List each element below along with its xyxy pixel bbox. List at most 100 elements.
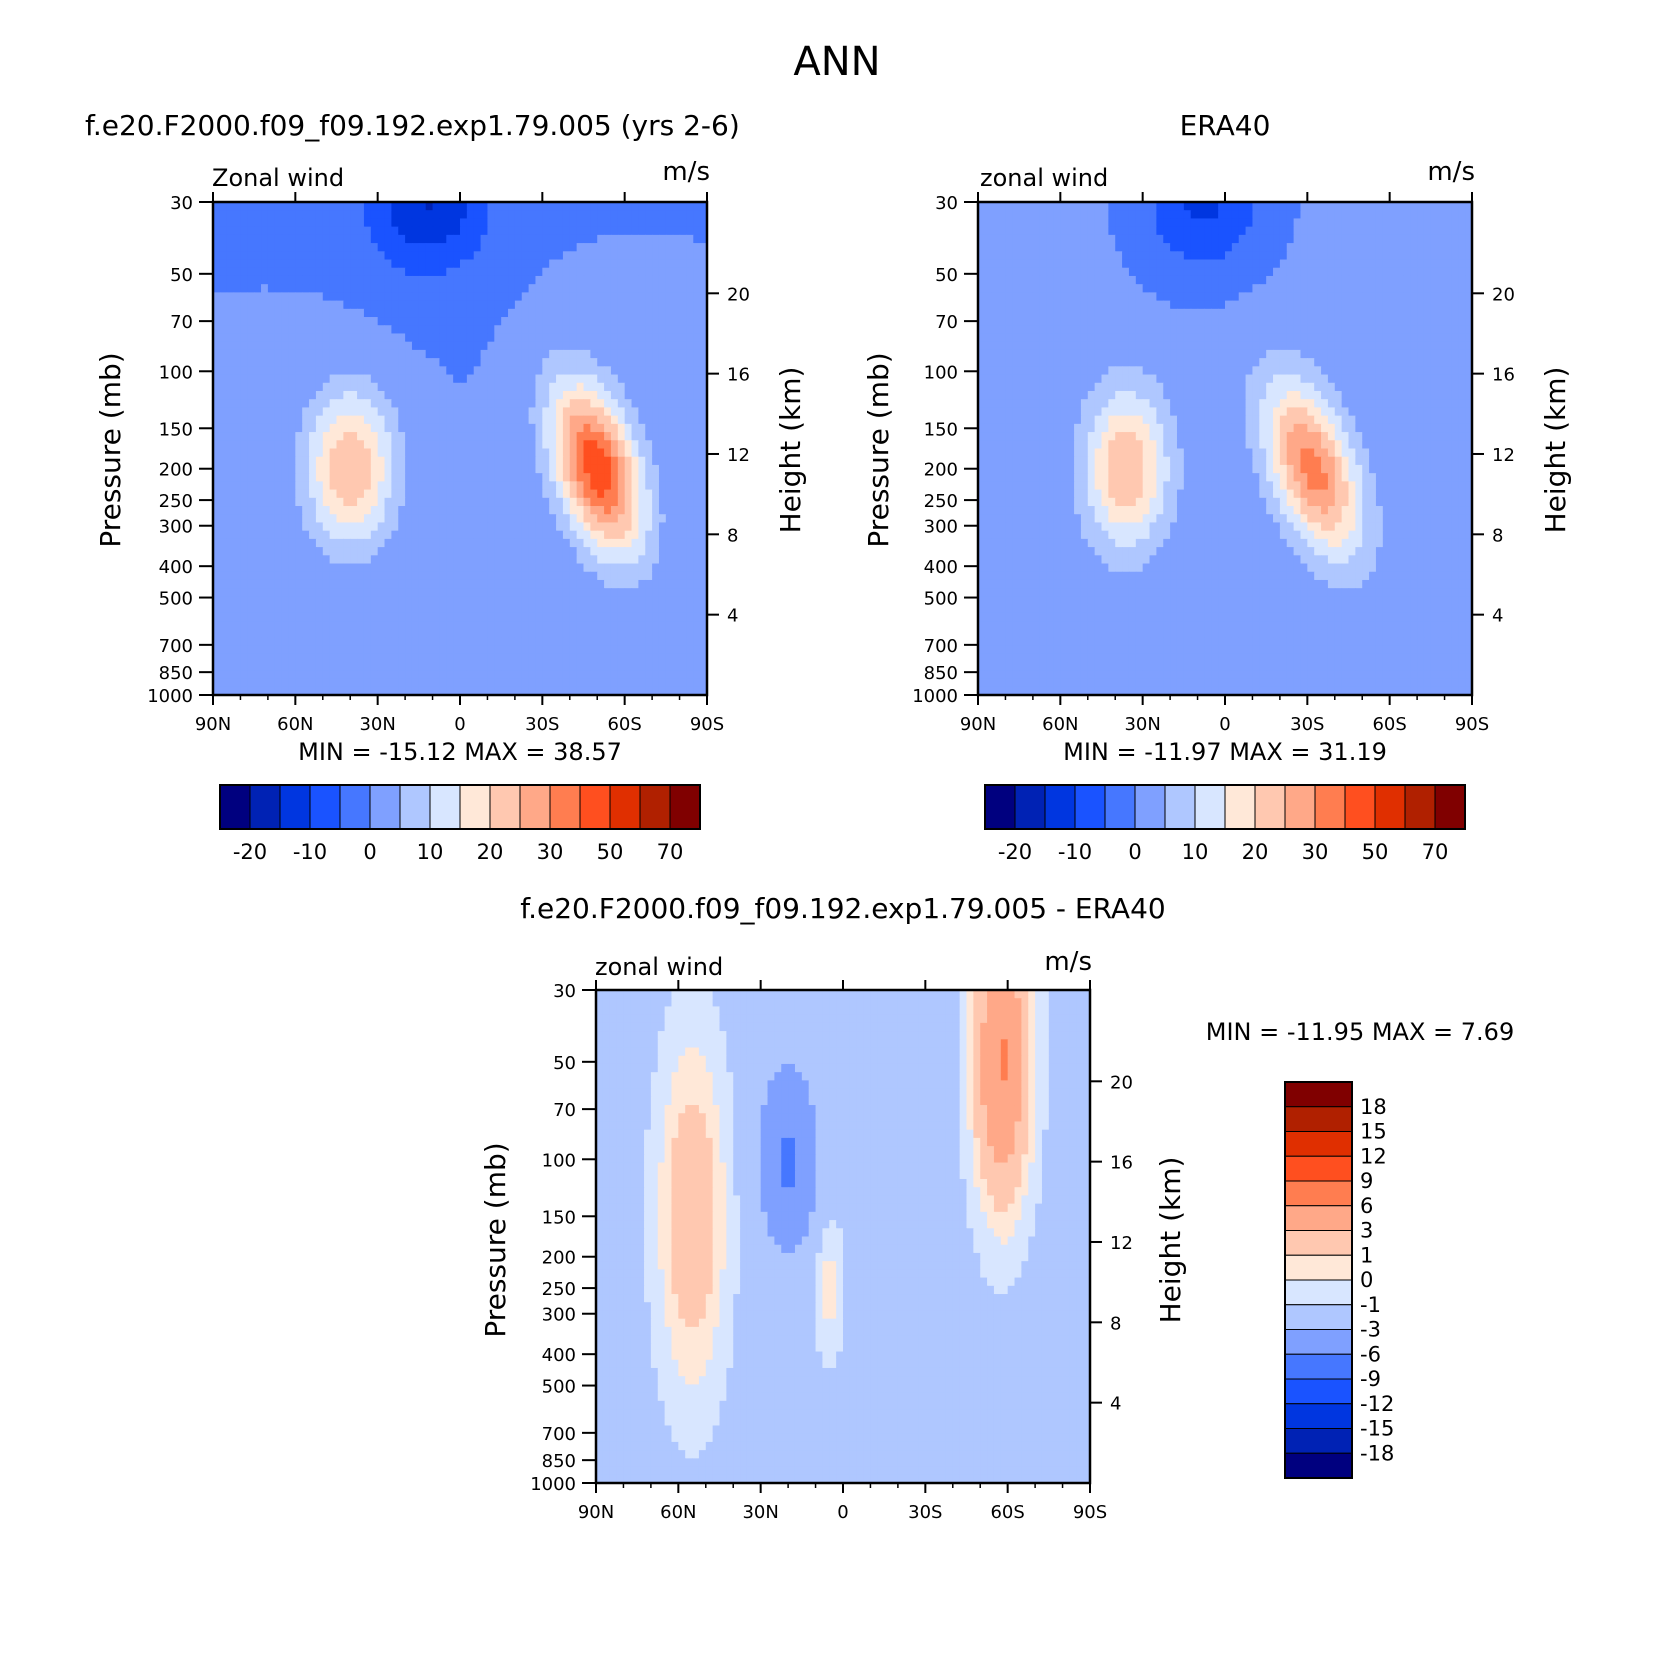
heatmap-cell (254, 481, 262, 491)
heatmap-cell (1245, 202, 1254, 211)
heatmap-cell (1307, 234, 1315, 244)
heatmap-cell (1149, 226, 1157, 236)
heatmap-cell (357, 407, 365, 417)
heatmap-cell (281, 686, 290, 696)
heatmap-cell (686, 267, 694, 277)
heatmap-cell (309, 259, 317, 269)
heatmap-cell (576, 489, 585, 499)
heatmap-cell (604, 202, 612, 211)
heatmap-cell (631, 506, 639, 515)
heatmap-cell (213, 226, 221, 236)
heatmap-cell (453, 226, 461, 236)
heatmap-cell (473, 588, 482, 597)
heatmap-cell (562, 686, 571, 696)
heatmap-cell (480, 637, 489, 647)
heatmap-cell (439, 202, 447, 211)
heatmap-cell (261, 267, 269, 277)
heatmap-cell (302, 325, 310, 335)
heatmap-cell (460, 234, 468, 244)
heatmap-cell (494, 415, 502, 425)
heatmap-cell (610, 308, 619, 318)
heatmap-cell (350, 210, 358, 220)
heatmap-cell (322, 662, 331, 671)
heatmap-cell (1396, 202, 1404, 211)
heatmap-cell (562, 621, 571, 630)
heatmap-cell (418, 621, 427, 630)
heatmap-cell (240, 678, 248, 688)
heatmap-cell (219, 571, 228, 581)
heatmap-cell (631, 637, 639, 647)
heatmap-cell (535, 358, 543, 367)
heatmap-cell (219, 497, 228, 507)
heatmap-cell (480, 382, 489, 392)
heatmap-cell (446, 259, 454, 269)
heatmap-cell (309, 686, 317, 696)
heatmap-cell (645, 333, 653, 343)
heatmap-cell (998, 251, 1007, 261)
heatmap-cell (487, 440, 495, 450)
panel-diff-title: f.e20.F2000.f09_f09.192.exp1.79.005 - ER… (520, 892, 1165, 925)
heatmap-cell (240, 588, 248, 597)
heatmap-cell (254, 226, 262, 236)
heatmap-cell (363, 423, 372, 433)
heatmap-cell (700, 210, 708, 220)
heatmap-cell (425, 251, 434, 261)
heatmap-cell (247, 489, 255, 499)
heatmap-cell (1389, 243, 1398, 252)
heatmap-cell (562, 341, 571, 351)
heatmap-cell (425, 538, 434, 548)
heatmap-cell (501, 243, 509, 252)
heatmap-cell (686, 300, 694, 310)
heatmap-cell (261, 284, 269, 293)
heatmap-cell (391, 588, 399, 597)
heatmap-cell (631, 678, 639, 688)
heatmap-cell (679, 456, 688, 466)
heatmap-cell (384, 629, 392, 639)
heatmap-cell (693, 243, 701, 252)
heatmap-cell (597, 596, 605, 606)
heatmap-cell (446, 349, 454, 359)
heatmap-cell (652, 358, 660, 367)
heatmap-cell (494, 547, 502, 556)
heatmap-cell (391, 514, 399, 524)
heatmap-cell (391, 579, 399, 589)
heatmap-cell (1060, 210, 1068, 220)
heatmap-cell (1458, 251, 1466, 261)
heatmap-cell (213, 399, 221, 409)
heatmap-cell (542, 440, 550, 450)
heatmap-cell (1115, 243, 1123, 252)
heatmap-cell (610, 333, 619, 343)
heatmap-cell (336, 612, 344, 622)
heatmap-cell (590, 645, 598, 655)
heatmap-cell (638, 506, 646, 515)
heatmap-cell (439, 243, 447, 252)
heatmap-cell (1074, 251, 1082, 261)
heatmap-cell (631, 349, 639, 359)
heatmap-cell (569, 440, 578, 450)
heatmap-cell (370, 275, 379, 285)
heatmap-cell (281, 637, 290, 647)
heatmap-cell (569, 292, 578, 302)
heatmap-cell (508, 555, 516, 565)
heatmap-cell (549, 292, 557, 302)
heatmap-cell (233, 596, 242, 606)
heatmap-cell (693, 251, 701, 261)
heatmap-cell (322, 604, 331, 614)
heatmap-cell (254, 555, 262, 565)
heatmap-cell (473, 653, 482, 663)
heatmap-cell (521, 621, 530, 630)
heatmap-cell (583, 464, 591, 474)
heatmap-cell (631, 596, 639, 606)
heatmap-cell (1286, 259, 1295, 269)
heatmap-cell (398, 440, 406, 450)
heatmap-cell (494, 440, 502, 450)
heatmap-cell (302, 653, 310, 663)
heatmap-cell (336, 226, 344, 236)
heatmap-cell (590, 218, 598, 228)
heatmap-cell (562, 489, 571, 499)
heatmap-cell (679, 234, 688, 244)
heatmap-cell (645, 284, 653, 293)
heatmap-cell (411, 489, 420, 499)
heatmap-cell (562, 629, 571, 639)
heatmap-cell (638, 275, 646, 285)
